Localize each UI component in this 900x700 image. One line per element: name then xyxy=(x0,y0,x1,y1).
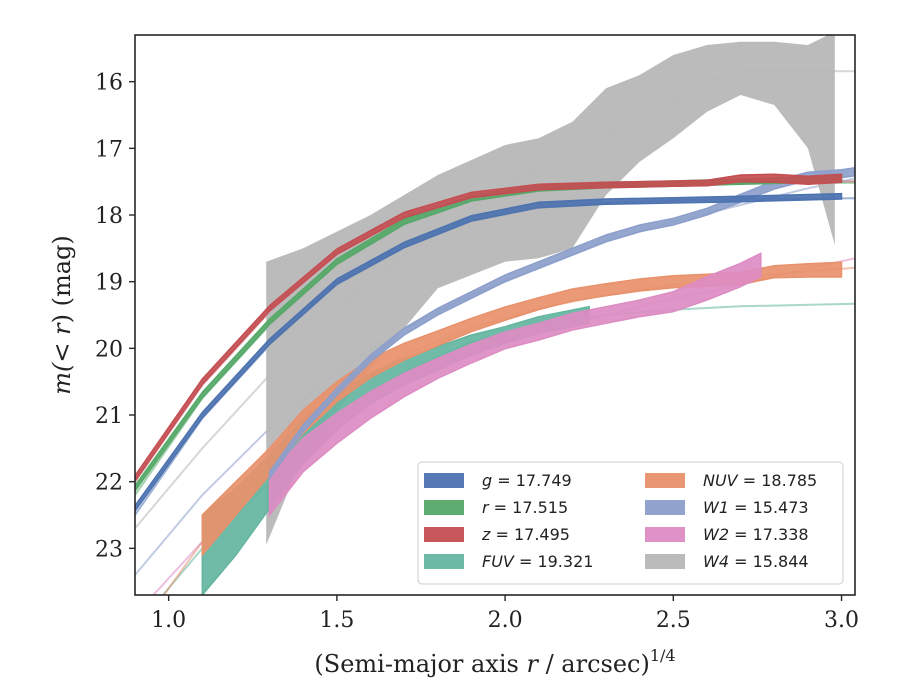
x-axis: 1.0 1.5 2.0 2.5 3.0 xyxy=(151,595,859,633)
y-axis-label: m(< r) (mag) xyxy=(48,235,76,395)
legend-label-w2: W2 = 17.338 xyxy=(703,525,809,544)
legend-item-nuv: NUV = 18.785 xyxy=(645,471,817,490)
legend-label-g: g = 17.749 xyxy=(482,471,572,490)
legend-item-w2: W2 = 17.338 xyxy=(645,525,809,544)
band-z xyxy=(135,173,843,483)
legend-swatch-g xyxy=(424,473,464,488)
band-g xyxy=(135,192,843,513)
legend-label-w1: W1 = 15.473 xyxy=(703,498,809,517)
y-tick-label: 19 xyxy=(95,271,123,296)
legend-item-g: g = 17.749 xyxy=(424,471,572,490)
band-w2 xyxy=(268,252,762,518)
legend-swatch-z xyxy=(424,527,464,542)
y-tick-label: 17 xyxy=(95,137,123,162)
legend-swatch-r xyxy=(424,500,464,515)
x-axis-label: (Semi-major axis r / arcsec)1/4 xyxy=(314,646,675,678)
legend-swatch-w1 xyxy=(645,500,685,515)
y-axis: 16 17 18 19 20 21 22 23 xyxy=(95,71,135,562)
legend-item-z: z = 17.495 xyxy=(424,525,570,544)
y-tick-label: 22 xyxy=(95,471,123,496)
x-tick-label: 2.5 xyxy=(656,608,691,633)
legend-label-fuv: FUV = 19.321 xyxy=(482,552,593,571)
model-curve-w4 xyxy=(135,69,855,529)
legend-label-nuv: NUV = 18.785 xyxy=(703,471,817,490)
x-tick-label: 1.5 xyxy=(319,608,354,633)
x-tick-label: 1.0 xyxy=(151,608,186,633)
legend-swatch-nuv xyxy=(645,473,685,488)
legend-item-r: r = 17.515 xyxy=(424,498,568,517)
legend-item-fuv: FUV = 19.321 xyxy=(424,552,593,571)
legend-swatch-w4 xyxy=(645,554,685,569)
legend-swatch-w2 xyxy=(645,527,685,542)
y-tick-label: 21 xyxy=(95,404,123,429)
y-tick-label: 18 xyxy=(95,204,123,229)
legend-swatch-fuv xyxy=(424,554,464,569)
legend-item-w4: W4 = 15.844 xyxy=(645,552,809,571)
x-tick-label: 2.0 xyxy=(488,608,523,633)
plot-frame xyxy=(134,34,856,596)
legend-label-w4: W4 = 15.844 xyxy=(703,552,809,571)
band-w1 xyxy=(268,166,855,481)
y-tick-label: 20 xyxy=(95,337,123,362)
profile-bands xyxy=(135,35,855,595)
legend: g = 17.749 r = 17.515 z = 17.495 FUV = 19.3… xyxy=(417,461,844,585)
legend-box xyxy=(417,461,844,585)
y-tick-label: 23 xyxy=(95,537,123,562)
y-tick-label: 16 xyxy=(95,71,123,96)
x-tick-label: 3.0 xyxy=(824,608,859,633)
legend-item-w1: W1 = 15.473 xyxy=(645,498,809,517)
legend-label-z: z = 17.495 xyxy=(481,525,570,544)
band-w4 xyxy=(266,35,835,545)
legend-label-r: r = 17.515 xyxy=(482,498,568,517)
band-nuv xyxy=(201,261,843,558)
